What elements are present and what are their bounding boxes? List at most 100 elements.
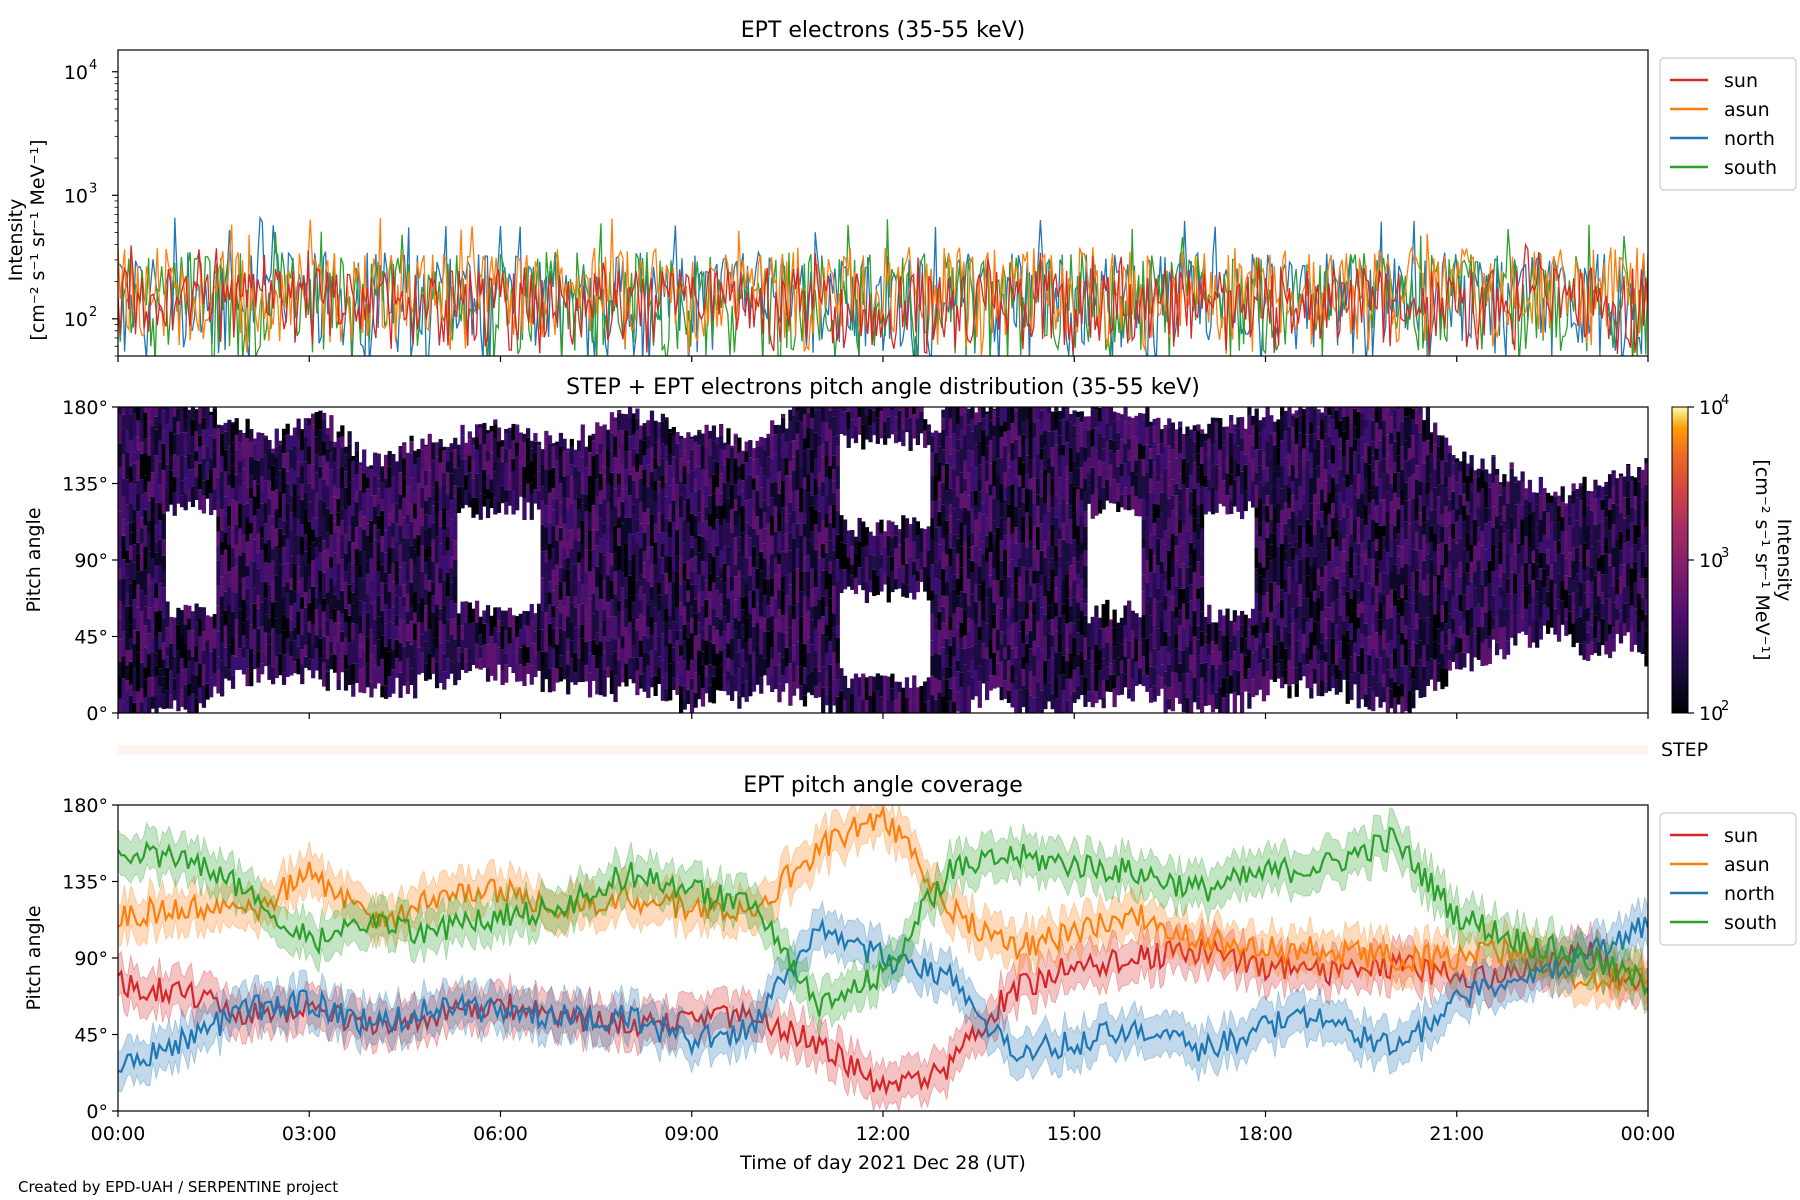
pad-cell [1247, 414, 1252, 436]
pad-cell [853, 553, 859, 578]
pad-cell [1221, 662, 1227, 679]
pad-cell [1178, 682, 1183, 704]
pad-cell [577, 562, 582, 581]
pad-cell [1414, 665, 1420, 691]
pad-cell [147, 551, 152, 574]
pad-cell [1371, 559, 1376, 577]
pad-cell [263, 598, 268, 615]
pad-cell [788, 532, 793, 551]
pad-cell [1316, 519, 1321, 545]
pad-cell [485, 461, 491, 475]
pad-cell [693, 467, 698, 480]
pad-cell [1331, 676, 1336, 689]
pad-cell [744, 535, 749, 558]
pad-cell [1316, 465, 1321, 479]
pad-cell [383, 488, 389, 514]
pad-cell [1309, 477, 1314, 504]
pad-cell [730, 600, 735, 622]
pad-cell [493, 471, 498, 498]
pad-cell [864, 527, 870, 546]
pad-cell [897, 567, 902, 589]
pad-cell [566, 451, 571, 475]
pad-cell [726, 623, 731, 644]
pad-cell [679, 517, 684, 542]
pad-cell [456, 487, 462, 514]
pad-cell [751, 608, 757, 627]
pad-cell [1148, 548, 1154, 573]
pad-cell [802, 643, 808, 668]
pad-cell [1418, 592, 1423, 619]
pad-cell [595, 495, 600, 517]
pad-cell [358, 466, 363, 490]
pad-cell [704, 665, 709, 677]
pad-cell [744, 451, 749, 463]
pad-cell [715, 545, 720, 557]
pad-cell [748, 557, 753, 576]
pad-cell [872, 676, 877, 692]
pad-cell [234, 636, 239, 657]
pad-cell [963, 525, 968, 543]
pad-cell [1345, 643, 1350, 669]
pad-cell [1389, 655, 1394, 678]
pad-cell [832, 627, 837, 653]
pad-cell [343, 622, 349, 639]
pad-cell [230, 454, 236, 466]
pad-cell [985, 681, 990, 701]
pad-cell [1145, 638, 1150, 659]
pad-cell [930, 613, 935, 641]
pad-cell [963, 407, 968, 413]
pad-cell [296, 581, 301, 593]
pad-cell [431, 442, 436, 461]
pad-cell [1316, 439, 1321, 466]
pad-cell [529, 603, 534, 623]
pad-cell [391, 623, 396, 650]
pad-cell [1039, 550, 1044, 576]
pad-cell [1272, 508, 1278, 534]
pad-cell [223, 512, 228, 533]
pad-cell [158, 440, 163, 462]
pad-cell [227, 505, 232, 527]
pad-cell [1371, 690, 1376, 712]
pad-cell [216, 477, 221, 503]
pad-cell [755, 446, 760, 459]
pad-cell [190, 419, 196, 437]
pad-cell [959, 661, 964, 673]
pad-cell [857, 696, 862, 713]
pad-cell [1017, 508, 1023, 532]
pad-cell [179, 610, 185, 635]
pad-cell [1148, 666, 1154, 689]
pad-cell [438, 568, 443, 584]
pad-cell [1429, 542, 1434, 560]
pad-cell [285, 483, 290, 504]
pad-cell [245, 576, 250, 589]
pad-cell [402, 458, 407, 477]
pad-cell [1083, 526, 1088, 551]
pad-cell [125, 680, 130, 692]
pad-cell [934, 474, 939, 501]
pad-cell [1331, 444, 1336, 464]
pad-cell [904, 563, 910, 585]
pad-cell [1181, 458, 1186, 485]
pad-cell [1240, 691, 1245, 713]
pad-cell [697, 634, 702, 651]
pad-cell [981, 553, 986, 581]
pad-cell [1280, 510, 1285, 524]
pad-cell [540, 590, 545, 611]
pad-cell [697, 512, 702, 524]
pad-cell [373, 665, 378, 689]
pad-cell [263, 581, 268, 599]
pad-cell [566, 678, 571, 695]
pad-cell [1418, 659, 1423, 678]
pad-cell [781, 433, 786, 458]
pad-cell [365, 663, 370, 688]
pad-cell [1218, 483, 1223, 504]
pad-cell [1280, 544, 1285, 569]
pad-cell [311, 659, 316, 679]
pad-cell [194, 646, 199, 662]
pad-cell [668, 615, 673, 631]
pad-cell [1254, 484, 1259, 508]
pad-cell [125, 691, 130, 713]
pad-cell [362, 602, 367, 613]
pad-cell [715, 590, 720, 617]
pad-cell [1127, 416, 1132, 424]
